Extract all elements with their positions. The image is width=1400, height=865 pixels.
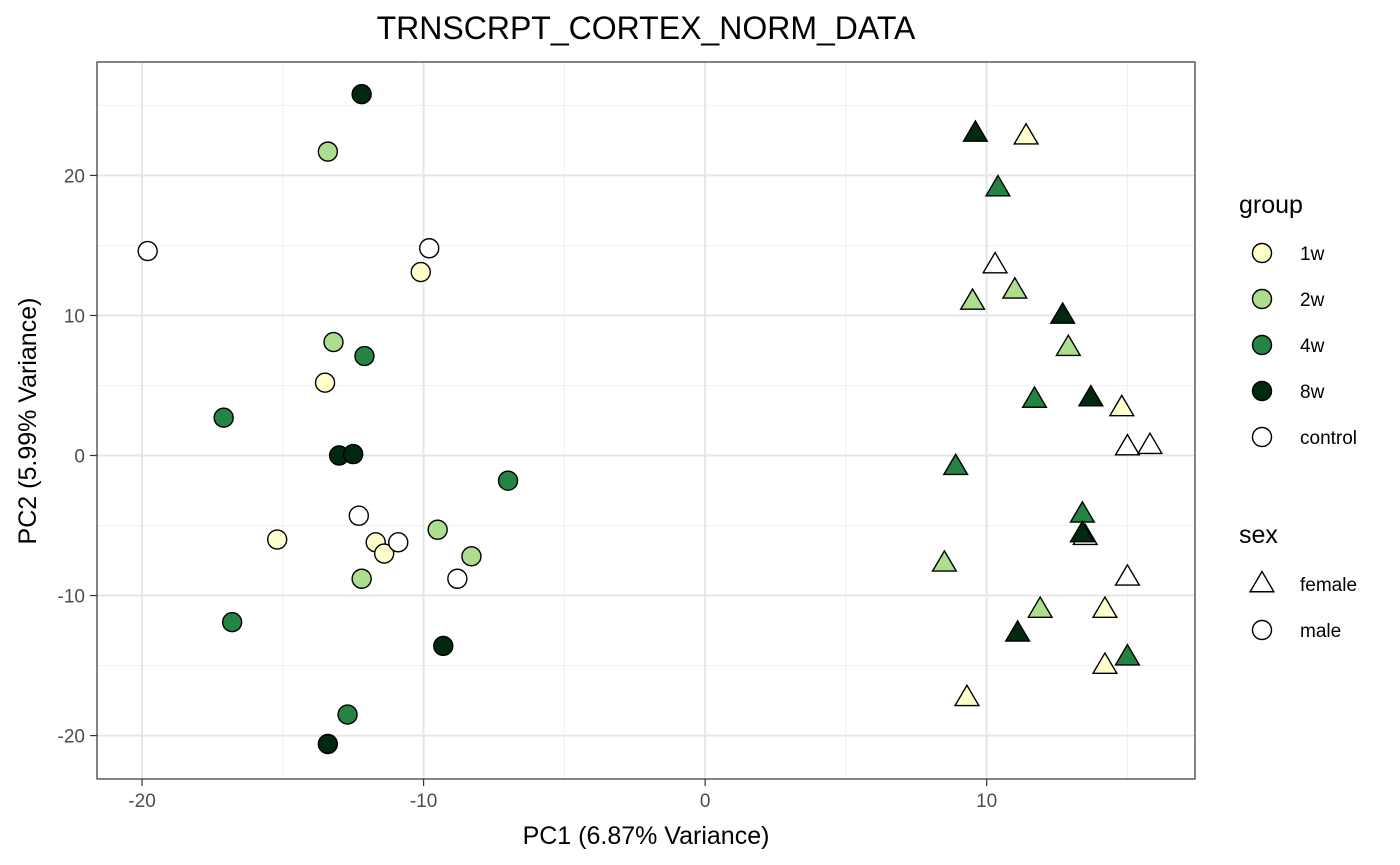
data-point-female bbox=[1114, 643, 1141, 666]
data-point-male bbox=[343, 443, 364, 465]
legend-group-title: group bbox=[1239, 191, 1303, 219]
legend-sex-title: sex bbox=[1239, 521, 1278, 549]
legend-sex-label: male bbox=[1300, 621, 1341, 642]
data-point-female bbox=[1001, 276, 1028, 299]
data-point-female bbox=[1069, 520, 1096, 543]
data-point-female bbox=[1091, 651, 1119, 675]
data-point-male bbox=[354, 345, 375, 367]
legend-sex-key bbox=[1251, 619, 1273, 641]
x-tick-label: 10 bbox=[976, 791, 997, 812]
data-point-female bbox=[1049, 301, 1076, 324]
data-point-male bbox=[348, 505, 370, 526]
data-point-female bbox=[982, 251, 1009, 274]
data-point-male bbox=[351, 84, 372, 105]
legend-group-key bbox=[1251, 242, 1273, 264]
legend-group-key bbox=[1251, 288, 1273, 310]
data-point-female bbox=[1136, 431, 1164, 455]
plot-panel-border bbox=[96, 61, 1196, 780]
data-point-female bbox=[959, 287, 986, 310]
data-point-female bbox=[1055, 333, 1082, 357]
legend-sex-key bbox=[1248, 570, 1276, 593]
legend-group-label: 2w bbox=[1300, 290, 1325, 311]
y-tick-label: -20 bbox=[58, 727, 85, 748]
legend-sex-entries: female male bbox=[1248, 570, 1357, 642]
major-gridlines bbox=[97, 62, 1195, 779]
data-point-male bbox=[137, 240, 158, 262]
data-point-female bbox=[1027, 595, 1054, 619]
data-points bbox=[137, 84, 1164, 755]
legend-sex-label: female bbox=[1300, 575, 1357, 596]
data-point-male bbox=[317, 733, 339, 755]
legend-group-label: control bbox=[1300, 428, 1357, 449]
data-point-female bbox=[1012, 122, 1040, 145]
data-point-male bbox=[221, 611, 243, 633]
data-point-female bbox=[953, 683, 981, 707]
data-point-female bbox=[1021, 385, 1048, 408]
x-tick-label: 0 bbox=[700, 791, 711, 812]
data-point-male bbox=[373, 543, 395, 564]
data-point-female bbox=[1091, 595, 1119, 619]
data-point-male bbox=[497, 470, 519, 491]
legend-group-label: 8w bbox=[1300, 382, 1325, 403]
data-point-male bbox=[337, 704, 358, 725]
chart-title: TRNSCRPT_CORTEX_NORM_DATA bbox=[377, 10, 916, 46]
data-point-male bbox=[447, 568, 468, 589]
data-point-female bbox=[1004, 619, 1031, 642]
data-point-female bbox=[1069, 500, 1096, 523]
data-point-male bbox=[461, 546, 482, 567]
x-axis-label: PC1 (6.87% Variance) bbox=[523, 822, 770, 850]
y-axis-label: PC2 (5.99% Variance) bbox=[14, 298, 42, 545]
y-tick-label: -10 bbox=[58, 587, 85, 608]
data-point-female bbox=[1114, 433, 1141, 456]
legend-group-entries: 1w 2w 4w 8w control bbox=[1251, 242, 1357, 449]
x-tick-label: -10 bbox=[410, 791, 437, 812]
data-point-female bbox=[1077, 384, 1104, 407]
data-point-male bbox=[410, 261, 431, 283]
y-tick-label: 20 bbox=[64, 166, 85, 187]
data-point-female bbox=[962, 119, 989, 142]
data-point-female bbox=[942, 452, 969, 476]
legend-group-label: 4w bbox=[1300, 336, 1325, 357]
x-axis: -20 -10 0 10 bbox=[128, 779, 997, 812]
data-point-male bbox=[427, 519, 448, 540]
minor-gridlines bbox=[97, 62, 1195, 779]
data-point-male bbox=[419, 238, 440, 259]
data-point-male bbox=[433, 635, 454, 657]
y-axis: -20 -10 0 10 20 bbox=[58, 166, 97, 748]
legend-group-key bbox=[1251, 334, 1273, 356]
data-point-female bbox=[931, 549, 958, 572]
legend: group 1w 2w 4w 8w control sex female male bbox=[1239, 191, 1357, 642]
data-point-female bbox=[1114, 563, 1141, 586]
data-point-female bbox=[1108, 394, 1135, 417]
data-point-male bbox=[314, 372, 336, 393]
data-point-male bbox=[388, 532, 409, 553]
x-tick-label: -20 bbox=[128, 791, 155, 812]
data-point-male bbox=[213, 407, 234, 428]
data-point-female bbox=[984, 174, 1012, 197]
legend-group-label: 1w bbox=[1300, 244, 1325, 265]
data-point-male bbox=[266, 529, 288, 550]
y-tick-label: 10 bbox=[64, 306, 85, 327]
y-tick-label: 0 bbox=[74, 447, 85, 468]
legend-group-key bbox=[1251, 380, 1273, 402]
data-point-male bbox=[323, 331, 344, 353]
data-point-male bbox=[351, 568, 372, 589]
data-point-male bbox=[317, 141, 339, 162]
legend-group-key bbox=[1251, 426, 1273, 448]
